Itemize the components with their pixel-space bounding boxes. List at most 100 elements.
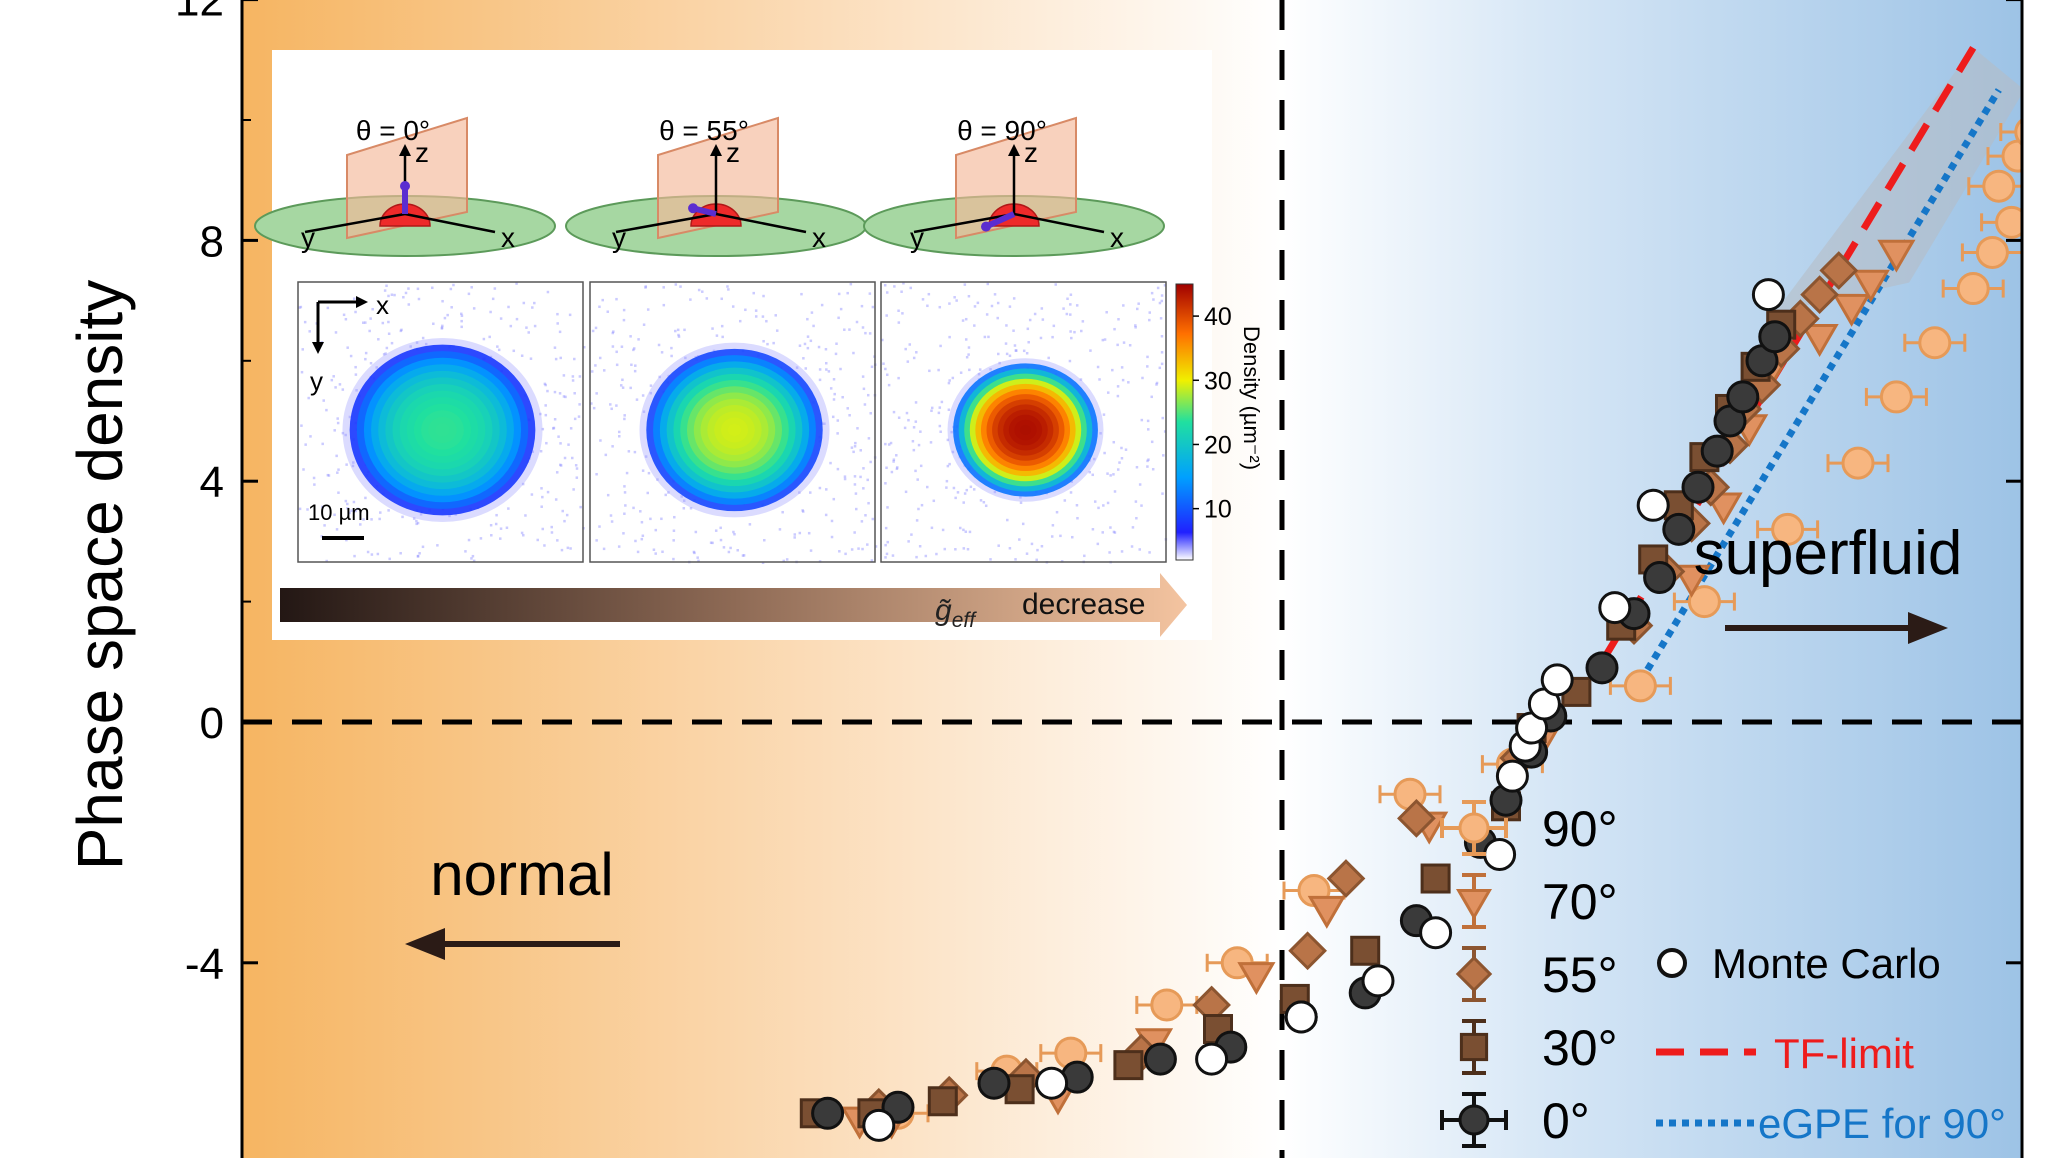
noise-pixel	[937, 368, 940, 372]
noise-pixel	[341, 388, 345, 391]
noise-pixel	[610, 520, 614, 523]
noise-pixel	[512, 349, 516, 353]
noise-pixel	[647, 471, 651, 475]
point-s90	[1879, 380, 1913, 414]
noise-pixel	[460, 314, 464, 318]
noise-pixel	[509, 324, 513, 328]
point-mc	[1035, 1066, 1069, 1100]
noise-pixel	[352, 297, 356, 300]
noise-pixel	[1070, 336, 1073, 340]
legend-label-s70: 70°	[1542, 874, 1618, 930]
noise-pixel	[763, 538, 766, 542]
noise-pixel	[421, 545, 425, 549]
noise-pixel	[334, 331, 338, 334]
noise-pixel	[1158, 301, 1162, 305]
noise-pixel	[864, 331, 867, 335]
noise-pixel	[946, 464, 950, 468]
noise-pixel	[885, 466, 888, 470]
noise-pixel	[742, 554, 746, 557]
noise-pixel	[885, 552, 889, 556]
point-mc	[1495, 759, 1529, 793]
noise-pixel	[482, 337, 486, 341]
geff-gradient-arrow	[280, 573, 1187, 637]
noise-pixel	[912, 426, 916, 429]
noise-pixel	[881, 338, 884, 342]
point-s0	[977, 1066, 1011, 1100]
x-axis	[1013, 212, 1105, 234]
noise-pixel	[673, 515, 676, 519]
noise-pixel	[399, 329, 403, 333]
noise-pixel	[569, 427, 573, 430]
noise-pixel	[954, 496, 957, 500]
noise-pixel	[795, 366, 799, 369]
superfluid-label: superfluid	[1694, 519, 1963, 588]
noise-pixel	[1116, 394, 1120, 398]
noise-pixel	[617, 545, 621, 548]
noise-pixel	[886, 373, 889, 377]
noise-pixel	[1065, 312, 1069, 316]
noise-pixel	[1039, 336, 1043, 340]
noise-pixel	[904, 490, 908, 494]
point-mc	[1284, 1000, 1318, 1034]
noise-pixel	[967, 346, 971, 349]
noise-pixel	[471, 554, 475, 558]
noise-pixel	[868, 292, 872, 295]
noise-pixel	[571, 456, 574, 460]
legend: 90° 70° 55° 30° 0° Monte Carlo TF-limit eGPE fo…	[1440, 800, 2006, 1149]
noise-pixel	[436, 544, 439, 547]
noise-pixel	[1097, 506, 1100, 510]
noise-pixel	[489, 523, 493, 527]
noise-pixel	[649, 384, 653, 387]
noise-pixel	[1062, 307, 1065, 310]
noise-pixel	[591, 329, 595, 333]
noise-pixel	[385, 346, 389, 350]
z-axis-arrowhead	[1008, 144, 1020, 156]
noise-pixel	[641, 534, 645, 538]
noise-pixel	[806, 317, 809, 321]
noise-pixel	[611, 345, 615, 348]
noise-pixel	[1150, 440, 1154, 444]
noise-pixel	[505, 526, 509, 530]
noise-pixel	[499, 537, 502, 540]
noise-pixel	[563, 519, 566, 523]
noise-pixel	[609, 514, 613, 517]
noise-pixel	[1005, 324, 1008, 327]
noise-pixel	[495, 513, 498, 517]
noise-pixel	[950, 430, 953, 434]
noise-pixel	[900, 290, 903, 293]
noise-pixel	[1128, 344, 1132, 347]
noise-pixel	[693, 551, 696, 555]
noise-pixel	[300, 370, 304, 374]
noise-pixel	[464, 550, 467, 553]
noise-pixel	[896, 466, 899, 469]
noise-pixel	[654, 528, 658, 532]
noise-pixel	[732, 530, 735, 534]
noise-pixel	[733, 532, 736, 536]
noise-pixel	[540, 505, 543, 508]
noise-pixel	[1135, 465, 1139, 469]
noise-pixel	[968, 530, 972, 534]
colorbar-gradient	[1175, 283, 1194, 561]
point-s90	[2001, 139, 2022, 173]
noise-pixel	[997, 544, 1000, 547]
noise-pixel	[452, 283, 455, 287]
image-y-arrowhead	[312, 342, 324, 354]
noise-pixel	[460, 312, 463, 316]
noise-pixel	[303, 320, 307, 324]
noise-pixel	[772, 341, 775, 345]
noise-pixel	[609, 403, 612, 406]
legend-label-tf: TF-limit	[1774, 1030, 1914, 1077]
noise-pixel	[321, 442, 324, 446]
noise-pixel	[860, 304, 864, 308]
noise-pixel	[441, 324, 444, 328]
noise-pixel	[964, 317, 968, 321]
point-mc	[1483, 837, 1517, 871]
noise-pixel	[1120, 456, 1124, 460]
noise-pixel	[836, 467, 840, 471]
noise-pixel	[907, 418, 910, 422]
noise-pixel	[649, 517, 652, 521]
noise-pixel	[939, 344, 942, 348]
point-mc	[1540, 663, 1574, 697]
noise-pixel	[641, 469, 645, 472]
